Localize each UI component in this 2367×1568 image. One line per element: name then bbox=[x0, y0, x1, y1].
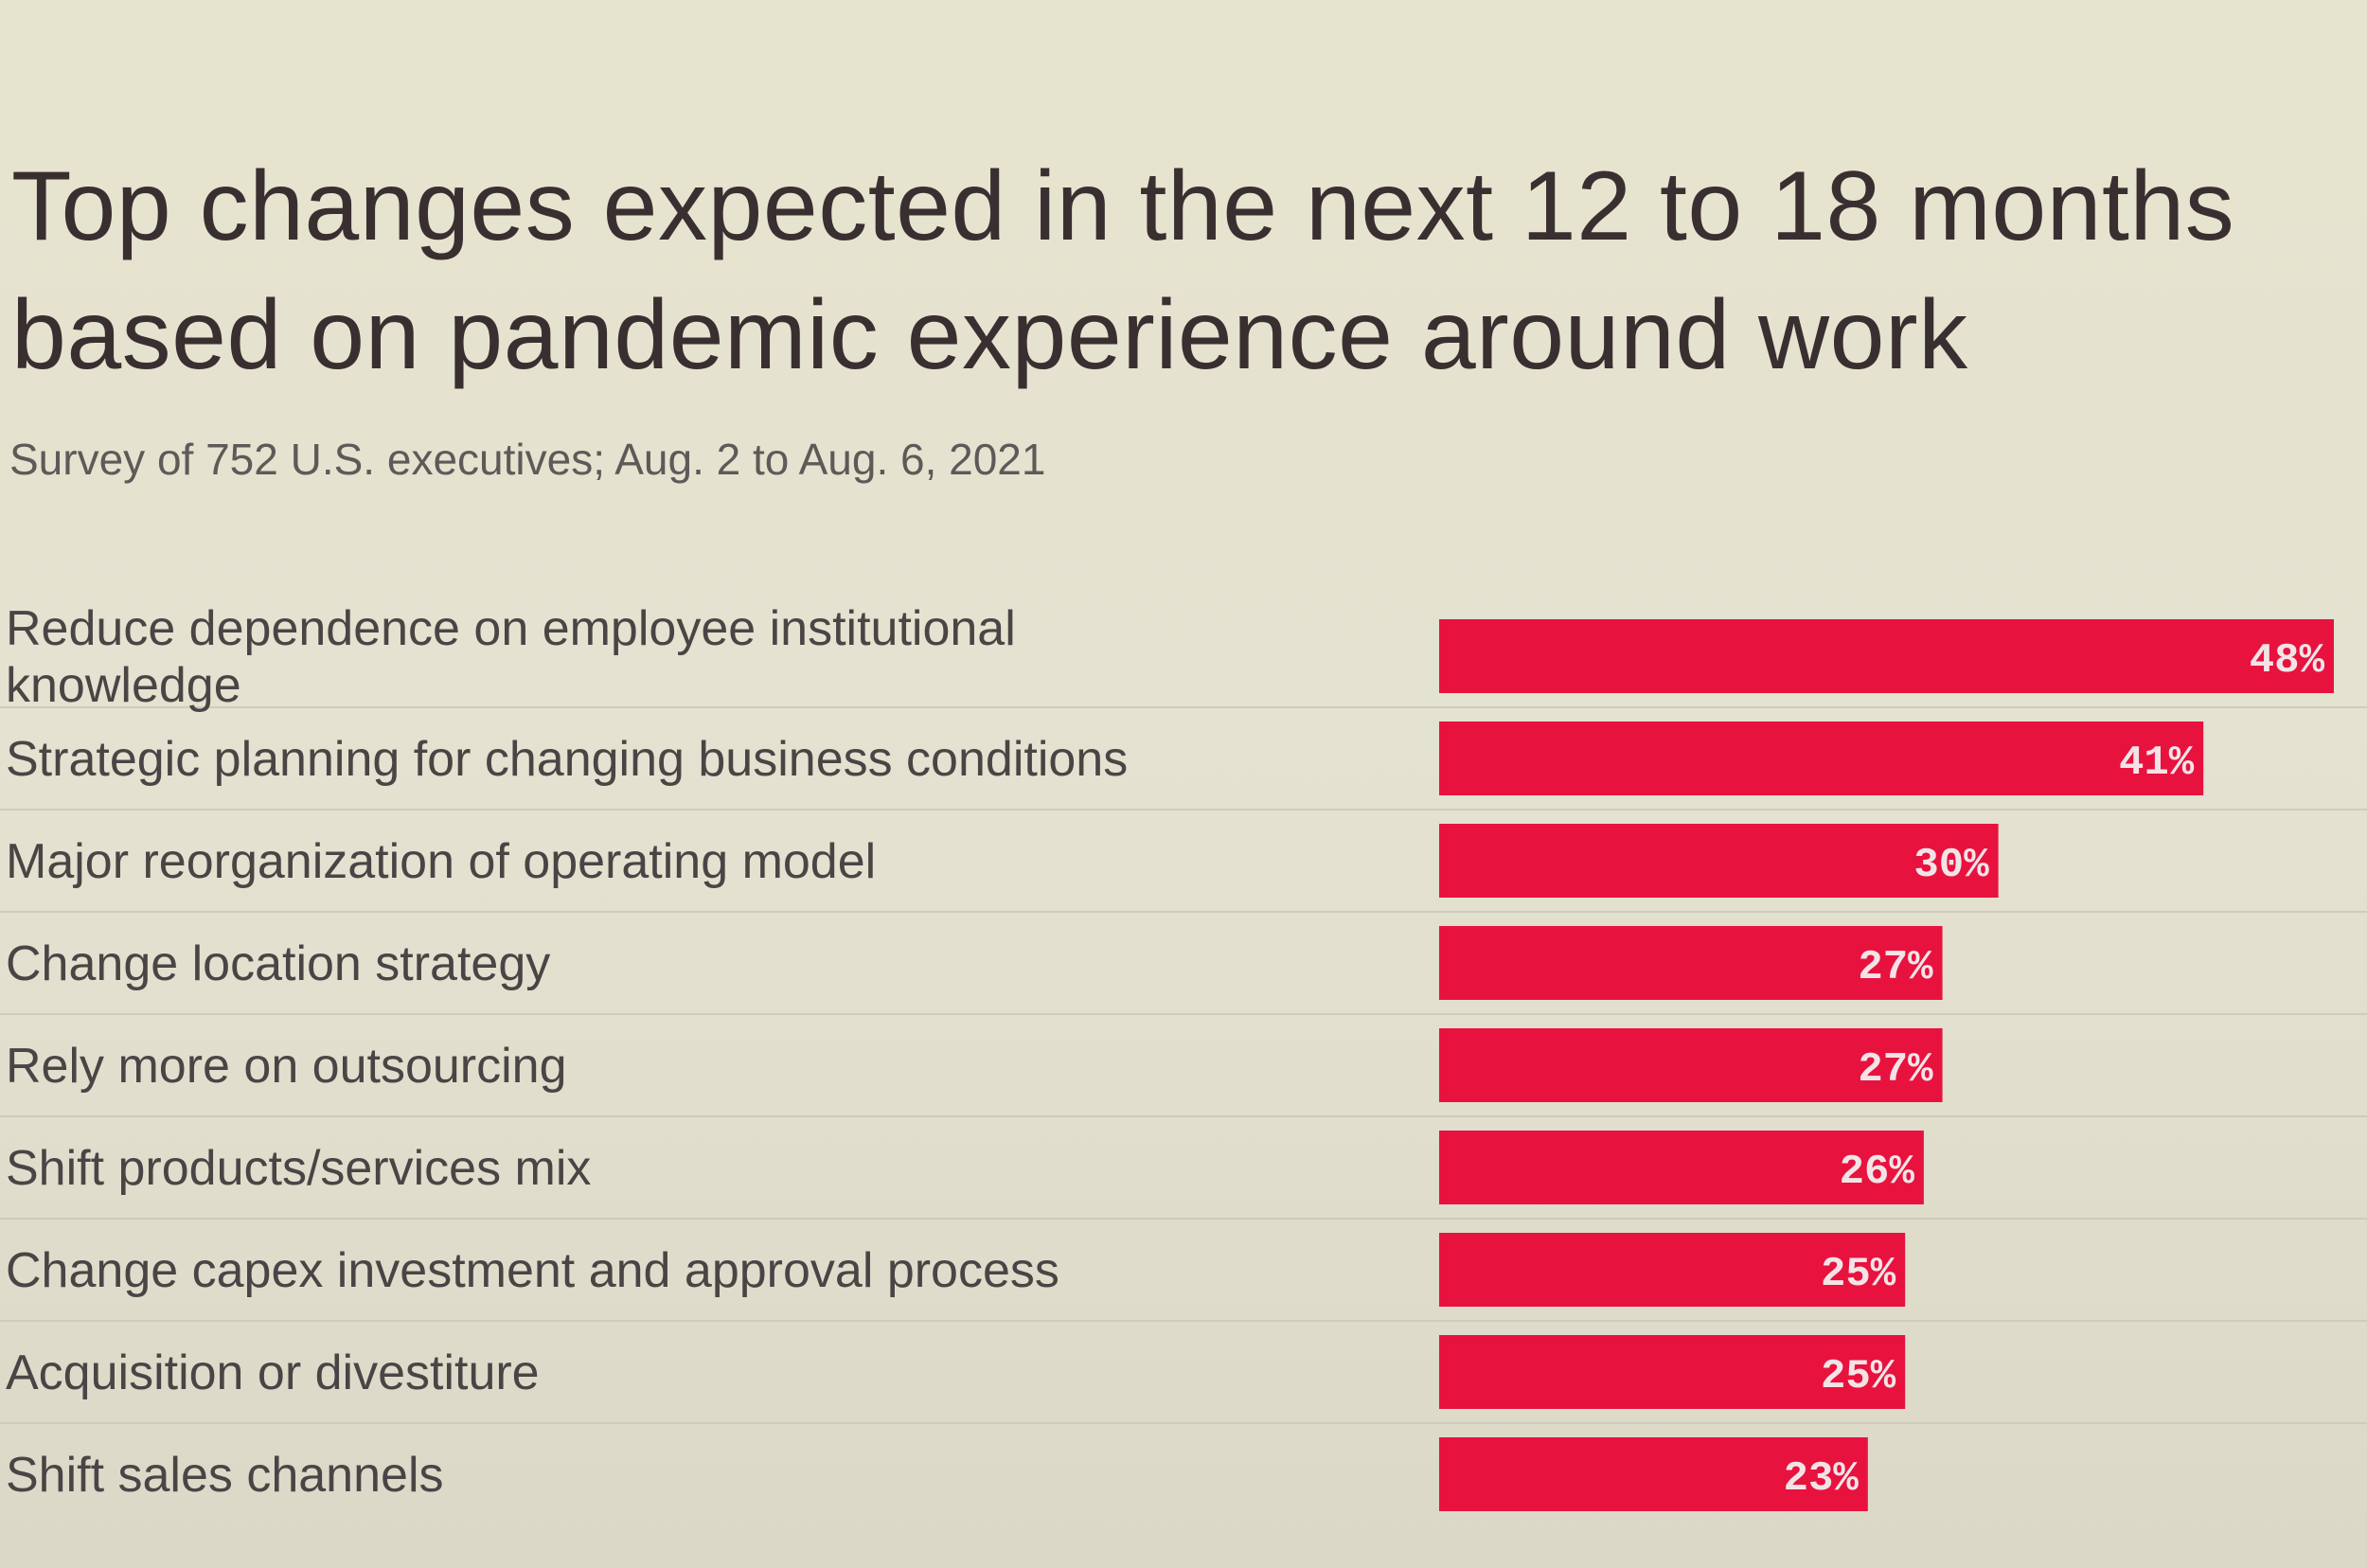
value-label: 48% bbox=[2250, 637, 2325, 685]
bar bbox=[1439, 926, 1943, 1000]
bar bbox=[1439, 1233, 1906, 1307]
bar-chart: Reduce dependence on employee institutio… bbox=[0, 601, 2367, 1511]
chart-title: Top changes expected in the next 12 to 1… bbox=[11, 142, 2340, 400]
category-label: Reduce dependence on employee institutio… bbox=[6, 601, 1016, 713]
bar bbox=[1439, 619, 2334, 693]
value-label: 30% bbox=[1913, 842, 1989, 889]
bar bbox=[1439, 1131, 1924, 1204]
category-label: Change location strategy bbox=[6, 936, 550, 991]
category-label: Major reorganization of operating model bbox=[6, 834, 876, 889]
bar bbox=[1439, 824, 1999, 898]
chart-subtitle: Survey of 752 U.S. executives; Aug. 2 to… bbox=[9, 435, 1046, 484]
value-label: 41% bbox=[2119, 739, 2195, 787]
value-label: 27% bbox=[1858, 944, 1933, 991]
category-label: Change capex investment and approval pro… bbox=[6, 1243, 1059, 1298]
value-label: 25% bbox=[1821, 1251, 1896, 1298]
category-label: Acquisition or divestiture bbox=[6, 1345, 540, 1400]
category-label: Strategic planning for changing business… bbox=[6, 732, 1128, 787]
value-label: 26% bbox=[1840, 1149, 1915, 1196]
value-label: 23% bbox=[1784, 1455, 1860, 1503]
bar bbox=[1439, 1335, 1906, 1409]
bar bbox=[1439, 722, 2204, 795]
category-label: Shift sales channels bbox=[6, 1448, 444, 1503]
category-label: Rely more on outsourcing bbox=[6, 1039, 567, 1094]
value-label: 27% bbox=[1858, 1046, 1933, 1094]
chart-title-line-2: based on pandemic experience around work bbox=[11, 280, 1968, 390]
value-label: 25% bbox=[1821, 1353, 1896, 1400]
bar bbox=[1439, 1437, 1868, 1511]
category-label: Shift products/services mix bbox=[6, 1141, 591, 1196]
bar bbox=[1439, 1028, 1943, 1102]
chart-title-line-1: Top changes expected in the next 12 to 1… bbox=[11, 151, 2235, 261]
